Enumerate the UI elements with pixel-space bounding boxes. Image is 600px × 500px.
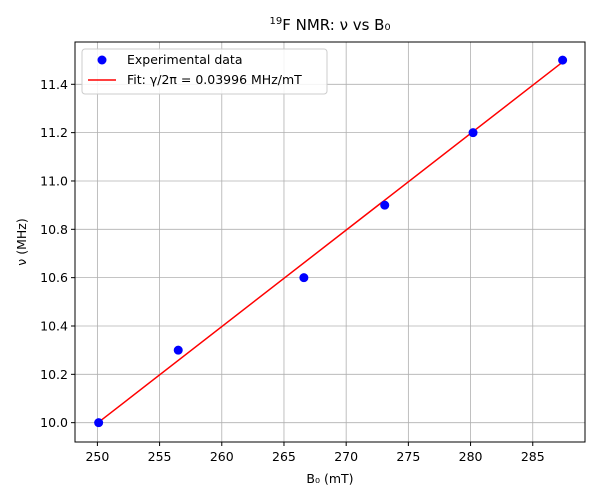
x-tick-label: 260	[210, 449, 234, 464]
y-tick-label: 10.2	[40, 367, 68, 382]
legend-box	[81, 48, 328, 95]
data-point	[558, 55, 568, 65]
legend-marker-experimental	[97, 55, 107, 65]
x-tick-label: 270	[334, 449, 358, 464]
legend-label-fit: Fit: γ/2π = 0.03996 MHz/mT	[127, 72, 302, 87]
y-tick-label: 11.4	[40, 77, 68, 92]
y-tick-label: 10.8	[40, 222, 68, 237]
data-point	[173, 345, 183, 355]
data-point	[94, 418, 104, 428]
plot-frame	[74, 41, 586, 443]
chart-title-text: F NMR: ν vs B₀	[282, 16, 390, 34]
x-axis-ticks: 250 255 260 265 270 275 280 285	[85, 442, 545, 464]
y-tick-label: 10.6	[40, 270, 68, 285]
x-tick-label: 265	[272, 449, 296, 464]
y-tick-label: 11.2	[40, 125, 68, 140]
y-tick-label: 10.0	[40, 415, 68, 430]
y-tick-label: 11.0	[40, 173, 68, 188]
y-tick-label: 10.4	[40, 318, 68, 333]
x-tick-label: 280	[459, 449, 483, 464]
fit-line	[98, 61, 564, 423]
x-tick-label: 275	[396, 449, 420, 464]
data-point	[468, 128, 478, 138]
data-point	[299, 273, 309, 283]
x-tick-label: 255	[148, 449, 172, 464]
plot-marks	[94, 55, 568, 428]
grid-lines	[75, 42, 585, 442]
x-axis-label: B₀ (mT)	[306, 471, 353, 486]
y-axis-label: ν (MHz)	[14, 218, 29, 265]
chart-title: 19F NMR: ν vs B₀	[270, 16, 391, 34]
legend-label-experimental: Experimental data	[127, 52, 243, 67]
chart-title-superscript: 19	[270, 16, 283, 27]
data-point	[380, 200, 390, 210]
legend: Experimental data Fit: γ/2π = 0.03996 MH…	[81, 48, 328, 95]
x-tick-label: 250	[85, 449, 109, 464]
x-tick-label: 285	[521, 449, 545, 464]
y-axis-ticks: 10.0 10.2 10.4 10.6 10.8 11.0 11.2 11.4	[40, 77, 75, 430]
